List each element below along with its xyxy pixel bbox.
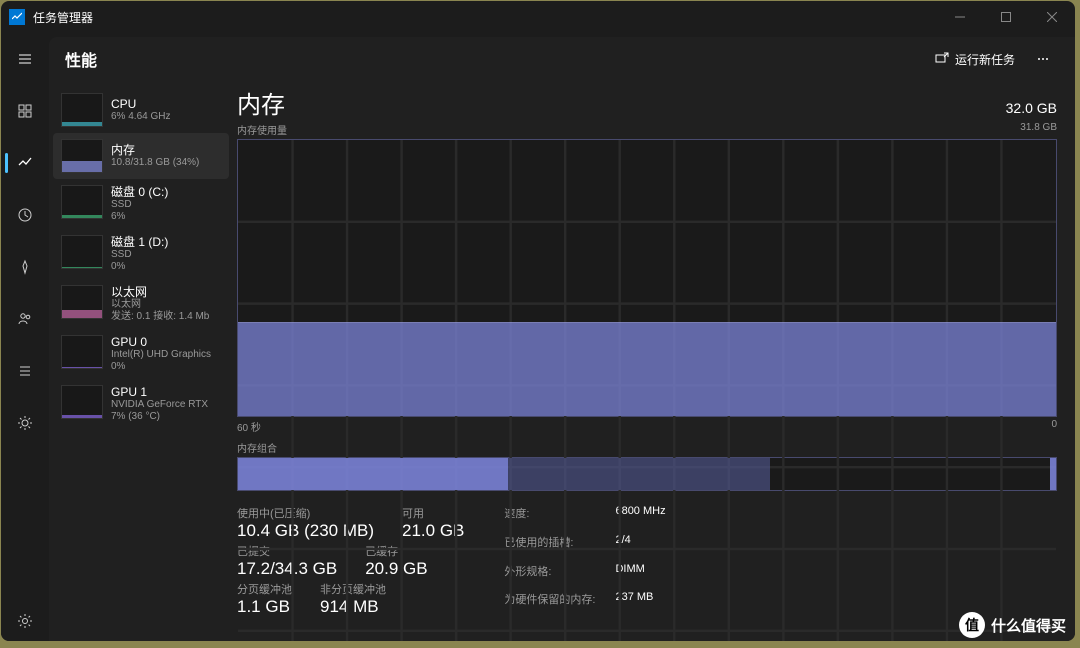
thumbnail-chart bbox=[61, 93, 103, 127]
more-button[interactable] bbox=[1027, 43, 1059, 75]
sidebar-item-sub2: 发送: 0.1 接收: 1.4 Mb bbox=[111, 311, 209, 323]
thumbnail-chart bbox=[61, 285, 103, 319]
page-header: 性能 运行新任务 bbox=[49, 37, 1075, 81]
window-controls bbox=[937, 1, 1075, 33]
sidebar-item-memory[interactable]: 内存10.8/31.8 GB (34%) bbox=[53, 133, 229, 179]
nav-settings[interactable] bbox=[5, 601, 45, 641]
hamburger-icon[interactable] bbox=[5, 39, 45, 79]
nav-performance[interactable] bbox=[5, 143, 45, 183]
nav-history[interactable] bbox=[5, 195, 45, 235]
total-capacity: 32.0 GB bbox=[1006, 100, 1057, 116]
nav-startup[interactable] bbox=[5, 247, 45, 287]
sidebar-item-eth[interactable]: 以太网以太网发送: 0.1 接收: 1.4 Mb bbox=[53, 279, 229, 329]
minimize-button[interactable] bbox=[937, 1, 983, 33]
sidebar-item-title: 磁盘 1 (D:) bbox=[111, 235, 168, 249]
sidebar-item-sub: 6% 4.64 GHz bbox=[111, 111, 170, 123]
memory-detail-pane: 内存 32.0 GB 内存使用量 31.8 GB 60 秒 0 bbox=[233, 81, 1075, 641]
thumbnail-chart bbox=[61, 185, 103, 219]
close-button[interactable] bbox=[1029, 1, 1075, 33]
task-manager-window: 任务管理器 性能 运行新任务 bbox=[1, 1, 1075, 641]
nav-details[interactable] bbox=[5, 351, 45, 391]
sidebar-item-sub2: 0% bbox=[111, 361, 211, 373]
memory-usage-chart bbox=[237, 139, 1057, 417]
run-task-icon bbox=[935, 52, 949, 66]
sidebar-item-sub: SSD bbox=[111, 199, 168, 211]
sidebar-item-title: 磁盘 0 (C:) bbox=[111, 185, 168, 199]
detail-title: 内存 bbox=[237, 85, 285, 120]
nav-users[interactable] bbox=[5, 299, 45, 339]
app-icon bbox=[9, 9, 25, 25]
run-new-task-button[interactable]: 运行新任务 bbox=[927, 47, 1023, 72]
sidebar-item-title: CPU bbox=[111, 97, 170, 111]
maximize-button[interactable] bbox=[983, 1, 1029, 33]
sidebar-item-gpu0[interactable]: GPU 0Intel(R) UHD Graphics0% bbox=[53, 329, 229, 379]
thumbnail-chart bbox=[61, 235, 103, 269]
sidebar-item-title: 内存 bbox=[111, 143, 199, 157]
sidebar-item-title: GPU 1 bbox=[111, 385, 208, 399]
composition-standby bbox=[508, 458, 770, 490]
sidebar-item-title: 以太网 bbox=[111, 285, 209, 299]
composition-reserved bbox=[1050, 458, 1056, 490]
nav-processes[interactable] bbox=[5, 91, 45, 131]
sidebar-item-sub: NVIDIA GeForce RTX bbox=[111, 399, 208, 411]
nav-services[interactable] bbox=[5, 403, 45, 443]
composition-in-use bbox=[238, 458, 508, 490]
usage-label: 内存使用量 bbox=[237, 122, 287, 137]
sidebar-item-sub2: 7% (36 °C) bbox=[111, 411, 208, 423]
sidebar-item-disk0[interactable]: 磁盘 0 (C:)SSD6% bbox=[53, 179, 229, 229]
performance-sidebar: CPU6% 4.64 GHz内存10.8/31.8 GB (34%)磁盘 0 (… bbox=[49, 81, 233, 641]
sidebar-item-sub2: 6% bbox=[111, 211, 168, 223]
window-title: 任务管理器 bbox=[33, 9, 93, 26]
sidebar-item-sub: Intel(R) UHD Graphics bbox=[111, 349, 211, 361]
sidebar-item-gpu1[interactable]: GPU 1NVIDIA GeForce RTX7% (36 °C) bbox=[53, 379, 229, 429]
sidebar-item-sub: SSD bbox=[111, 249, 168, 261]
thumbnail-chart bbox=[61, 139, 103, 173]
watermark-badge: 值 bbox=[959, 612, 985, 638]
run-task-label: 运行新任务 bbox=[955, 51, 1015, 68]
usage-max: 31.8 GB bbox=[1020, 122, 1057, 137]
titlebar[interactable]: 任务管理器 bbox=[1, 1, 1075, 33]
sidebar-item-disk1[interactable]: 磁盘 1 (D:)SSD0% bbox=[53, 229, 229, 279]
sidebar-item-title: GPU 0 bbox=[111, 335, 211, 349]
sidebar-item-sub: 10.8/31.8 GB (34%) bbox=[111, 157, 199, 169]
sidebar-item-sub: 以太网 bbox=[111, 299, 209, 311]
page-title: 性能 bbox=[65, 47, 97, 71]
watermark-text: 什么值得买 bbox=[991, 615, 1066, 636]
thumbnail-chart bbox=[61, 385, 103, 419]
sidebar-item-cpu[interactable]: CPU6% 4.64 GHz bbox=[53, 87, 229, 133]
sidebar-item-sub2: 0% bbox=[111, 261, 168, 273]
nav-rail bbox=[1, 33, 49, 641]
watermark: 值 什么值得买 bbox=[959, 612, 1066, 638]
thumbnail-chart bbox=[61, 335, 103, 369]
